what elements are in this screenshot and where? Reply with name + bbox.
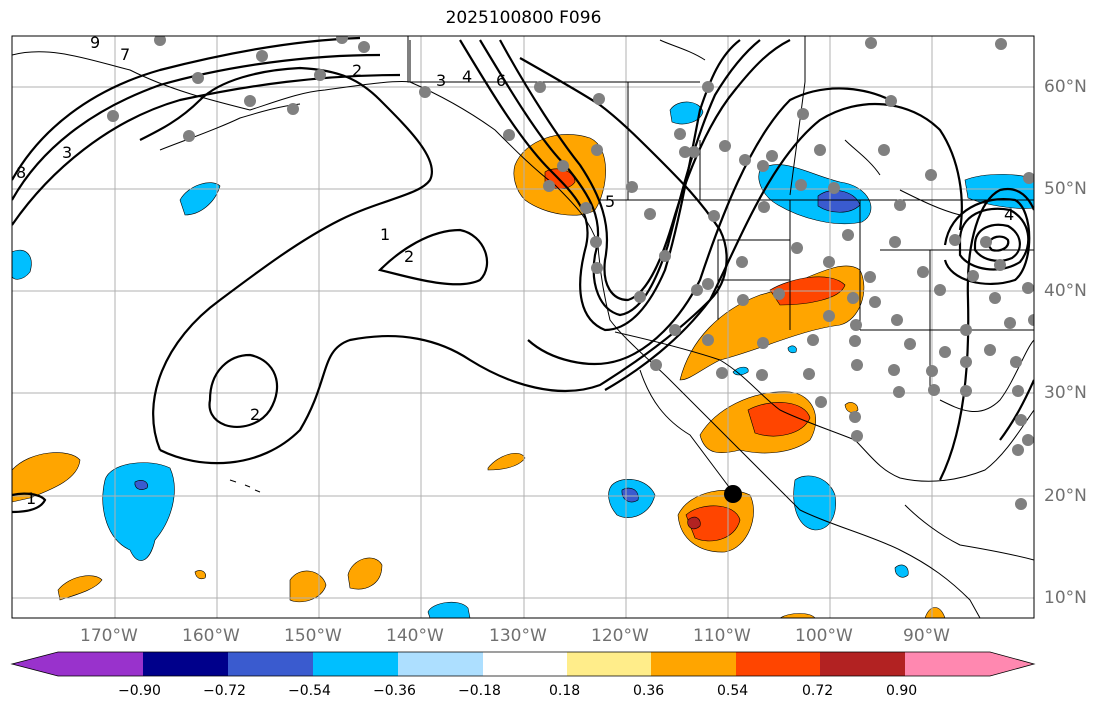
lon-label: 130°W	[489, 626, 547, 646]
colorbar-tick-label: −0.54	[288, 683, 331, 699]
colorbar-segment	[905, 652, 990, 676]
lon-label: 90°W	[903, 626, 950, 646]
coastlines	[12, 36, 1034, 618]
contour-label: 6	[496, 71, 506, 90]
lon-label: 170°W	[80, 626, 138, 646]
contour-label: 2	[404, 247, 414, 266]
lat-label: 10°N	[1044, 588, 1087, 608]
graticule	[12, 36, 1034, 618]
map-title: 2025100800 F096	[445, 8, 602, 28]
lat-label: 20°N	[1044, 486, 1087, 506]
contour-label: 4	[462, 67, 472, 86]
colorbar-tick-label: −0.72	[203, 683, 246, 699]
colorbar-segment	[398, 652, 483, 676]
colorbar-segment	[483, 652, 567, 676]
contour-label: 9	[90, 33, 100, 52]
colorbar-segment	[820, 652, 905, 676]
lat-label: 60°N	[1044, 77, 1087, 97]
colorbar-tick-label: 0.90	[886, 683, 918, 699]
lon-label: 160°W	[182, 626, 240, 646]
contour-lines	[12, 36, 1034, 514]
colorbar-segment	[143, 652, 228, 676]
contour-label: 8	[16, 163, 26, 182]
colorbar-tick-label: −0.18	[458, 683, 501, 699]
colorbar	[10, 651, 1036, 677]
contour-label: 1	[380, 225, 390, 244]
contour-label: 2	[250, 405, 260, 424]
colorbar-left-arrow	[12, 652, 58, 676]
contour-label: 3	[62, 143, 72, 162]
colorbar-segment	[736, 652, 820, 676]
lat-label: 50°N	[1044, 179, 1087, 199]
colorbar-tick-label: 0.36	[633, 683, 665, 699]
black-dot	[724, 485, 742, 503]
contour-label: 7	[120, 45, 130, 64]
lon-label: 140°W	[386, 626, 444, 646]
lon-label: 110°W	[693, 626, 751, 646]
colorbar-tick-label: −0.90	[118, 683, 161, 699]
contour-label: 3	[436, 71, 446, 90]
colorbar-segment	[651, 652, 736, 676]
colorbar-tick-label: 0.72	[802, 683, 834, 699]
colorbar-tick-label: −0.36	[373, 683, 416, 699]
colorbar-segment	[313, 652, 398, 676]
lat-label: 40°N	[1044, 281, 1087, 301]
lon-label: 100°W	[795, 626, 853, 646]
contour-labels: 1 2 2 3 4 5 6 7 8 9 1 2 3 4	[16, 33, 1014, 508]
contour-label: 1	[26, 489, 36, 508]
colorbar-right-arrow	[990, 652, 1034, 676]
lon-label: 120°W	[591, 626, 649, 646]
contour-label: 2	[352, 61, 362, 80]
colorbar-segment	[228, 652, 313, 676]
lat-label: 30°N	[1044, 383, 1087, 403]
contour-label: 4	[1004, 205, 1014, 224]
colorbar-segment	[58, 652, 143, 676]
lon-label: 150°W	[284, 626, 342, 646]
map-frame	[11, 35, 1035, 619]
colorbar-tick-label: 0.54	[717, 683, 749, 699]
colorbar-tick-label: 0.18	[549, 683, 581, 699]
colorbar-segment	[567, 652, 651, 676]
station-dots	[107, 36, 1034, 510]
contour-label: 5	[605, 192, 615, 211]
